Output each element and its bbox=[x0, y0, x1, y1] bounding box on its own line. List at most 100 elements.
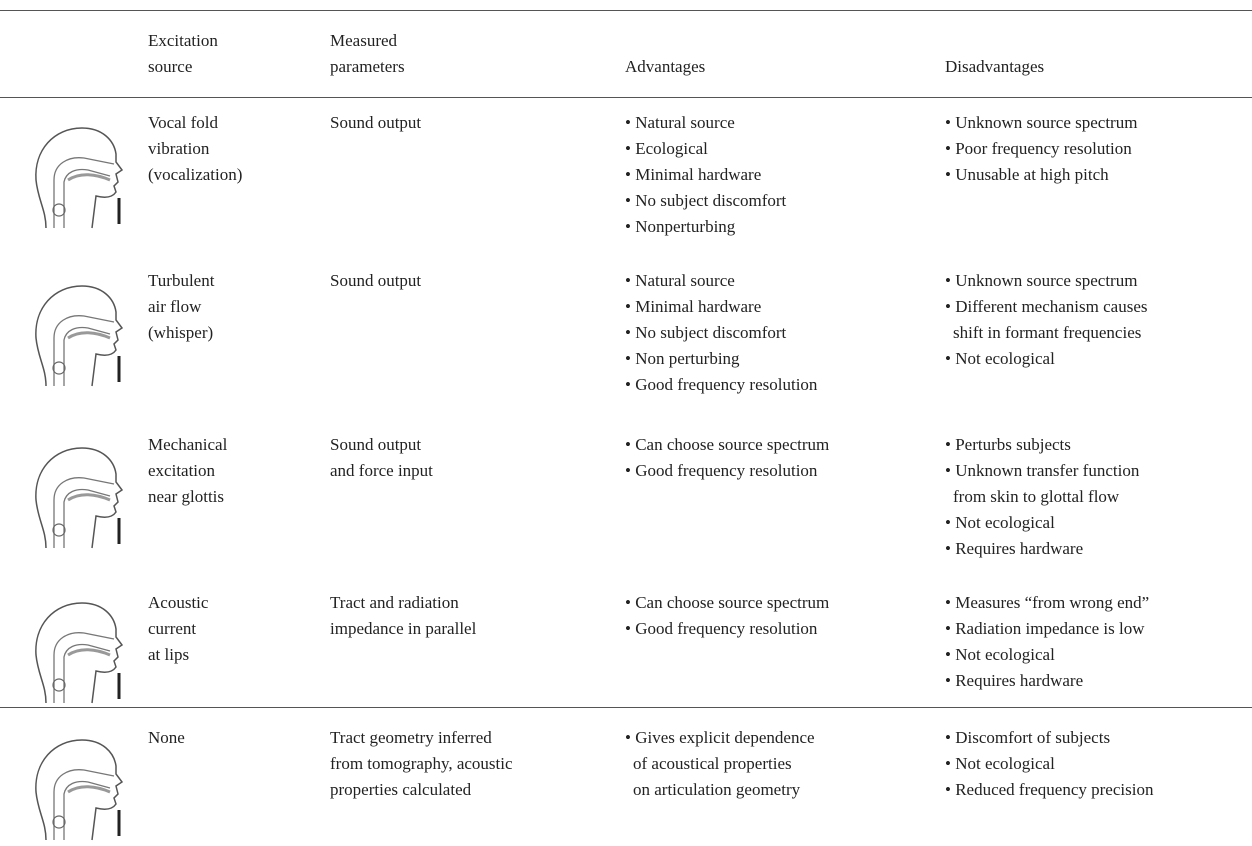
measured-cell: Tract and radiation impedance in parallel bbox=[330, 590, 476, 642]
text-line: • Unknown transfer function bbox=[945, 461, 1140, 480]
measured-cell: Sound output bbox=[330, 268, 421, 294]
text-line: • Not ecological bbox=[945, 754, 1055, 773]
text-line: • No subject discomfort bbox=[625, 191, 787, 210]
text-line: • No subject discomfort bbox=[625, 323, 787, 342]
text-line: impedance in parallel bbox=[330, 619, 477, 638]
measured-cell: Tract geometry inferred from tomography, … bbox=[330, 725, 513, 803]
text-line: from skin to glottal flow bbox=[953, 487, 1120, 506]
source-cell: Vocal fold vibration (vocalization) bbox=[148, 110, 242, 188]
head-icon bbox=[24, 120, 124, 230]
head-drawing bbox=[36, 740, 122, 840]
measured-cell: Sound output bbox=[330, 110, 421, 136]
text-line: • Can choose source spectrum bbox=[625, 435, 830, 454]
text-line: from tomography, acoustic bbox=[330, 754, 513, 773]
rule bbox=[0, 707, 1252, 708]
column-header: Advantages bbox=[625, 54, 705, 80]
text-line: (whisper) bbox=[148, 323, 214, 342]
head-drawing bbox=[36, 448, 122, 548]
rule bbox=[0, 10, 1252, 11]
text-line: • Discomfort of subjects bbox=[945, 728, 1111, 747]
advantages-cell: • Can choose source spectrum • Good frequ… bbox=[625, 432, 829, 484]
text-line: • Good frequency resolution bbox=[625, 461, 818, 480]
text-line: Excitation bbox=[148, 31, 218, 50]
text-line: • Nonperturbing bbox=[625, 217, 736, 236]
text-line: • Good frequency resolution bbox=[625, 619, 818, 638]
head-icon bbox=[24, 278, 124, 388]
text-line: • Minimal hardware bbox=[625, 165, 762, 184]
rule bbox=[0, 97, 1252, 98]
text-line: Sound output bbox=[330, 113, 422, 132]
advantages-cell: • Natural source • Ecological • Minimal ha… bbox=[625, 110, 786, 240]
text-line: air flow bbox=[148, 297, 202, 316]
source-cell: None bbox=[148, 725, 185, 751]
text-line: Disadvantages bbox=[945, 57, 1045, 76]
text-line: • Can choose source spectrum bbox=[625, 593, 830, 612]
advantages-cell: • Can choose source spectrum • Good frequ… bbox=[625, 590, 829, 642]
column-header: Excitation source bbox=[148, 28, 218, 80]
text-line: properties calculated bbox=[330, 780, 472, 799]
text-line: parameters bbox=[330, 57, 405, 76]
text-line: Measured bbox=[330, 31, 398, 50]
measured-cell: Sound output and force input bbox=[330, 432, 433, 484]
head-icon bbox=[24, 595, 124, 705]
head-drawing bbox=[36, 603, 122, 703]
text-line: and force input bbox=[330, 461, 433, 480]
text-line: Acoustic bbox=[148, 593, 209, 612]
column-header: Disadvantages bbox=[945, 54, 1044, 80]
text-line: excitation bbox=[148, 461, 216, 480]
text-line: • Good frequency resolution bbox=[625, 375, 818, 394]
source-cell: Mechanical excitation near glottis bbox=[148, 432, 227, 510]
text-line: on articulation geometry bbox=[633, 780, 801, 799]
text-line: • Unknown source spectrum bbox=[945, 271, 1138, 290]
text-line: shift in formant frequencies bbox=[953, 323, 1142, 342]
text-line: Vocal fold bbox=[148, 113, 219, 132]
text-line: • Gives explicit dependence bbox=[625, 728, 815, 747]
text-line: • Minimal hardware bbox=[625, 297, 762, 316]
text-line: • Ecological bbox=[625, 139, 708, 158]
head-drawing bbox=[36, 128, 122, 228]
disadvantages-cell: • Unknown source spectrum • Poor frequenc… bbox=[945, 110, 1137, 188]
text-line: • Unknown source spectrum bbox=[945, 113, 1138, 132]
text-line: • Perturbs subjects bbox=[945, 435, 1071, 454]
text-line: near glottis bbox=[148, 487, 225, 506]
text-line: • Measures “from wrong end” bbox=[945, 593, 1150, 612]
text-line: Turbulent bbox=[148, 271, 215, 290]
text-line: current bbox=[148, 619, 197, 638]
text-line: • Not ecological bbox=[945, 349, 1055, 368]
text-line: at lips bbox=[148, 645, 190, 664]
advantages-cell: • Gives explicit dependence of acoustical… bbox=[625, 725, 815, 803]
text-line: vibration bbox=[148, 139, 210, 158]
text-line: None bbox=[148, 728, 185, 747]
text-line: • Not ecological bbox=[945, 645, 1055, 664]
text-line: (vocalization) bbox=[148, 165, 243, 184]
text-line: Mechanical bbox=[148, 435, 228, 454]
text-line: Tract and radiation bbox=[330, 593, 459, 612]
head-icon bbox=[24, 440, 124, 550]
text-line: • Reduced frequency precision bbox=[945, 780, 1154, 799]
text-line: • Not ecological bbox=[945, 513, 1055, 532]
text-line: Sound output bbox=[330, 271, 422, 290]
head-icon bbox=[24, 732, 124, 842]
source-cell: Turbulent air flow (whisper) bbox=[148, 268, 214, 346]
advantages-cell: • Natural source • Minimal hardware • No s… bbox=[625, 268, 817, 398]
text-line: • Poor frequency resolution bbox=[945, 139, 1132, 158]
text-line: • Natural source bbox=[625, 271, 735, 290]
text-line: • Requires hardware bbox=[945, 671, 1084, 690]
column-header: Measured parameters bbox=[330, 28, 405, 80]
text-line: • Radiation impedance is low bbox=[945, 619, 1145, 638]
text-line: • Different mechanism causes bbox=[945, 297, 1148, 316]
text-line: source bbox=[148, 57, 193, 76]
text-line: Tract geometry inferred bbox=[330, 728, 492, 747]
disadvantages-cell: • Measures “from wrong end” • Radiation i… bbox=[945, 590, 1149, 694]
text-line: Advantages bbox=[625, 57, 706, 76]
text-line: of acoustical properties bbox=[633, 754, 792, 773]
text-line: • Requires hardware bbox=[945, 539, 1084, 558]
disadvantages-cell: • Unknown source spectrum • Different mec… bbox=[945, 268, 1147, 372]
disadvantages-cell: • Discomfort of subjects • Not ecological… bbox=[945, 725, 1153, 803]
text-line: • Natural source bbox=[625, 113, 735, 132]
text-line: • Unusable at high pitch bbox=[945, 165, 1109, 184]
head-drawing bbox=[36, 286, 122, 386]
source-cell: Acoustic current at lips bbox=[148, 590, 208, 668]
text-line: Sound output bbox=[330, 435, 422, 454]
